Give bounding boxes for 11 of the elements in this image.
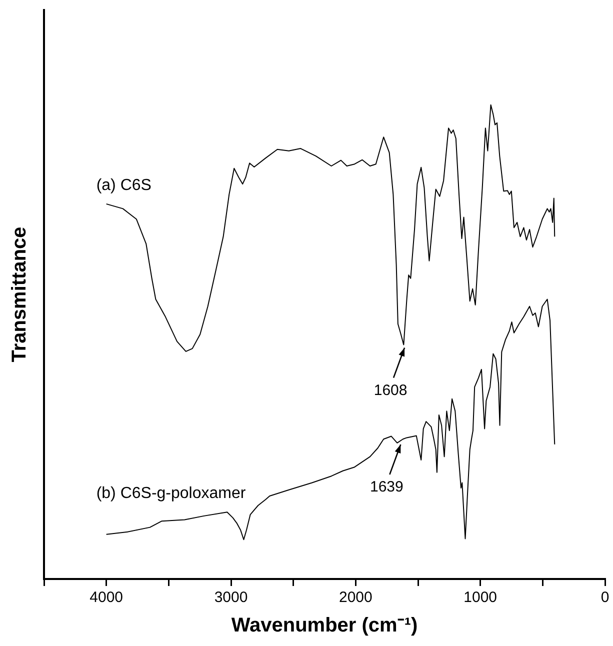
series-label: (a) C6S (96, 176, 152, 194)
x-tick-label: 1000 (464, 589, 498, 606)
x-tick-label: 0 (600, 589, 610, 606)
x-axis-title: Wavenumber (cm⁻¹) (231, 614, 418, 637)
x-tick-label: 2000 (338, 589, 372, 606)
series-label: (b) C6S-g-poloxamer (96, 485, 246, 502)
x-tick-label: 4000 (90, 589, 124, 606)
annotation: 1639 (370, 478, 404, 496)
annotation: 1608 (374, 382, 408, 399)
y-axis-title: Transmittance (8, 226, 31, 362)
x-tick-label: 3000 (214, 589, 248, 606)
